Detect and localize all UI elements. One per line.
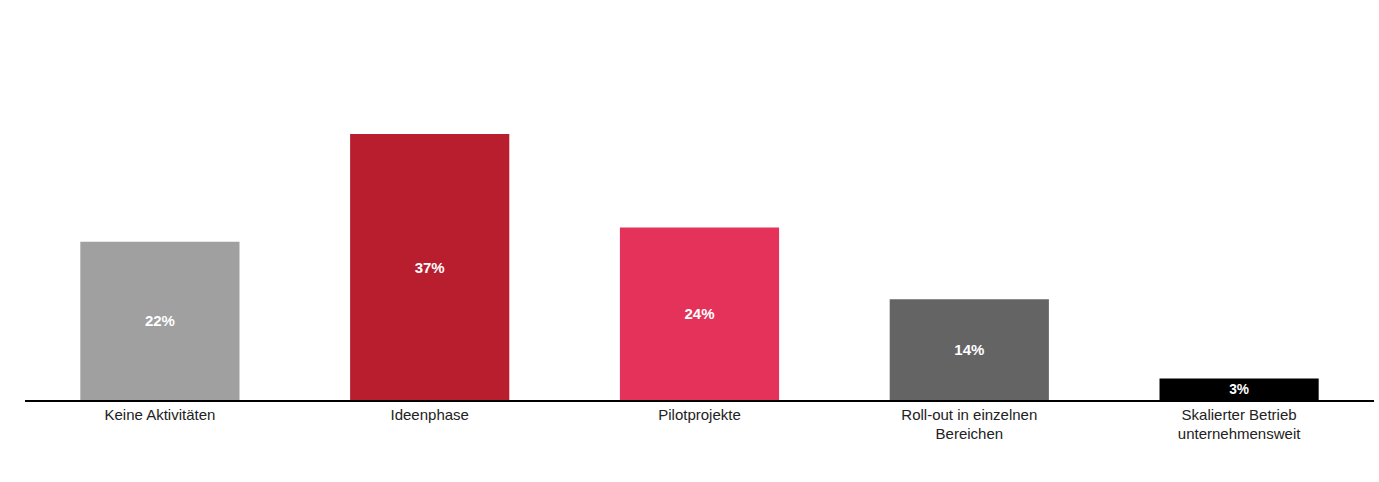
svg-text:3%: 3% <box>1229 382 1249 397</box>
svg-text:Pilotprojekte: Pilotprojekte <box>658 406 741 423</box>
svg-text:Ideenphase: Ideenphase <box>390 406 468 423</box>
svg-text:Keine Aktivitäten: Keine Aktivitäten <box>104 406 215 423</box>
svg-text:Skalierter Betriebunternehmens: Skalierter Betriebunternehmensweit <box>1178 406 1301 443</box>
svg-text:37%: 37% <box>415 259 445 276</box>
svg-text:14%: 14% <box>954 341 984 358</box>
svg-text:Roll-out in einzelnenBereichen: Roll-out in einzelnenBereichen <box>901 406 1037 443</box>
svg-text:22%: 22% <box>145 312 175 329</box>
svg-text:24%: 24% <box>684 305 714 322</box>
